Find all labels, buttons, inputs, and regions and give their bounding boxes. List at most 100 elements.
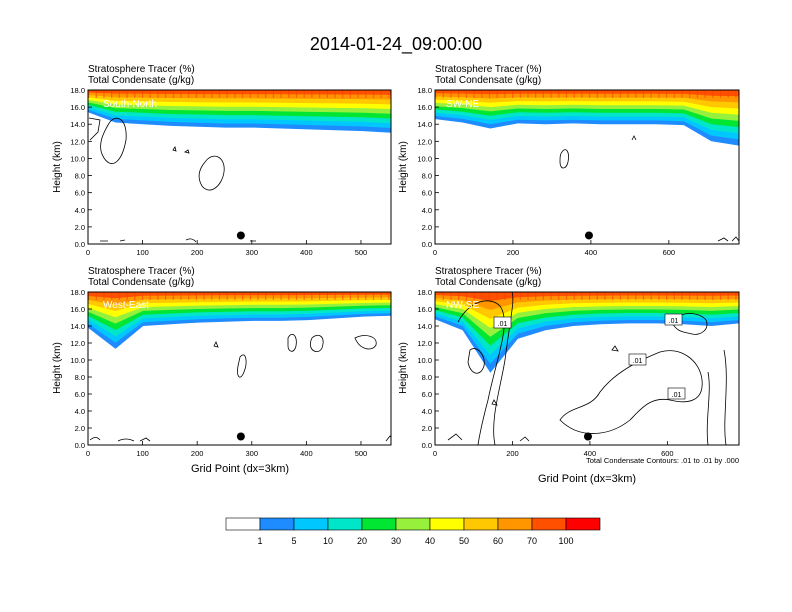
tracer-streak <box>696 292 698 300</box>
tracer-streak <box>249 90 251 98</box>
y-tick-label: 8.0 <box>422 373 432 382</box>
tracer-streak <box>334 292 336 300</box>
x-ticks: 0 200 400 600 <box>433 441 674 458</box>
tracer-streak <box>650 90 652 98</box>
field-label: Stratosphere Tracer (%) <box>435 266 542 277</box>
tracer-streak <box>512 90 514 98</box>
tracer-streak <box>295 292 298 300</box>
colorbar-label: 10 <box>323 536 333 546</box>
tracer-streak <box>357 292 359 300</box>
tracer-streak <box>465 292 467 300</box>
tracer-streak <box>504 90 506 98</box>
tracer-streak <box>319 90 321 98</box>
tracer-streak <box>450 292 452 300</box>
tracer-streak <box>272 292 274 300</box>
x-tick-label: 0 <box>433 248 437 257</box>
tracer-streak <box>719 292 722 300</box>
tracer-streak <box>689 292 691 300</box>
tracer-streak <box>519 292 521 300</box>
contour-line <box>706 371 710 445</box>
x-tick-label: 500 <box>355 449 368 458</box>
contour-line <box>172 146 177 152</box>
contour-label: Total Condensate (g/kg) <box>88 277 194 288</box>
y-ticks: 0.0 2.0 4.0 6.0 8.0 10.0 12.0 14.0 16.0 18.0 <box>70 288 92 450</box>
panel-label: South-North <box>103 99 157 110</box>
y-tick-label: 8.0 <box>75 172 85 181</box>
tracer-streak <box>612 90 614 98</box>
x-tick-label: 400 <box>584 449 597 458</box>
tracer-streak <box>473 292 475 300</box>
condensate-contours <box>559 135 739 242</box>
y-tick-label: 14.0 <box>417 120 432 129</box>
tracer-streak <box>342 292 344 300</box>
contour-value-box <box>664 313 683 326</box>
tracer-streak <box>242 292 244 300</box>
tracer-streak <box>126 90 128 98</box>
figure-title: 2014-01-24_09:00:00 <box>310 34 482 55</box>
tracer-streak <box>604 292 606 300</box>
tracer-streak <box>650 292 652 300</box>
tracer-streak <box>612 292 614 300</box>
y-tick-label: 16.0 <box>417 305 432 314</box>
x-tick-label: 600 <box>661 449 674 458</box>
tracer-streak <box>141 90 144 98</box>
tracer-streak <box>558 90 560 98</box>
colorbar-swatch <box>531 517 567 531</box>
y-tick-label: 10.0 <box>417 154 432 163</box>
plot-frame <box>434 291 740 446</box>
tracer-streak <box>242 90 244 98</box>
contour-value: .01 <box>633 358 643 365</box>
tracer-streak <box>311 292 313 300</box>
x-tick-label: 600 <box>663 248 676 257</box>
tracer-streak <box>234 90 236 98</box>
tracer-streak <box>211 292 213 300</box>
y-tick-label: 12.0 <box>70 339 85 348</box>
tracer-streak <box>458 292 460 300</box>
tracer-streak <box>211 90 213 98</box>
contour-line <box>559 350 703 434</box>
tracer-streak <box>103 90 105 98</box>
tracer-streak <box>550 90 552 98</box>
location-marker <box>236 231 245 240</box>
y-tick-label: 16.0 <box>70 103 85 112</box>
tracer-streak <box>542 90 544 98</box>
panel-label: SW-NE <box>446 99 479 110</box>
tracer-streak <box>203 90 205 98</box>
tracer-streak <box>496 90 498 98</box>
y-tick-label: 2.0 <box>422 223 432 232</box>
tracer-streak <box>450 90 452 98</box>
tracer-streak <box>465 90 467 98</box>
y-tick-label: 16.0 <box>417 103 432 112</box>
tracer-streak <box>527 292 529 300</box>
x-ticks: 0 100 200 300 400 500 <box>86 441 367 458</box>
tracer-streak <box>596 90 598 98</box>
tracer-streak <box>311 90 313 98</box>
tracer-streak <box>635 292 637 300</box>
tracer-streak <box>735 292 737 300</box>
tracer-streak <box>488 90 491 98</box>
tracer-band <box>88 292 391 299</box>
contour-label: Total Condensate (g/kg) <box>435 277 541 288</box>
condensate-contours <box>447 292 727 445</box>
tracer-streak <box>365 90 367 98</box>
tracer-streak <box>481 292 483 300</box>
panel-south-north: Stratosphere Tracer (%) Total Condensate… <box>52 64 392 257</box>
tracer-streak <box>573 292 575 300</box>
tracer-streak <box>249 292 251 300</box>
contour-value: .01 <box>672 392 682 399</box>
tracer-streak <box>272 90 274 98</box>
location-marker <box>584 231 593 240</box>
tracer-field <box>88 90 391 133</box>
tracer-streak <box>372 90 375 98</box>
contour-value: .01 <box>669 318 679 325</box>
tracer-band <box>88 90 391 95</box>
tracer-streak <box>627 90 629 98</box>
location-marker <box>583 432 592 441</box>
contour-label: Total Condensate (g/kg) <box>435 75 541 86</box>
contour-label: Total Condensate (g/kg) <box>88 75 194 86</box>
y-ticks: 0.0 2.0 4.0 6.0 8.0 10.0 12.0 14.0 16.0 18.0 <box>417 288 439 450</box>
x-tick-label: 300 <box>246 449 259 458</box>
tracer-streak <box>635 90 637 98</box>
colorbar-label: 1 <box>257 536 262 546</box>
